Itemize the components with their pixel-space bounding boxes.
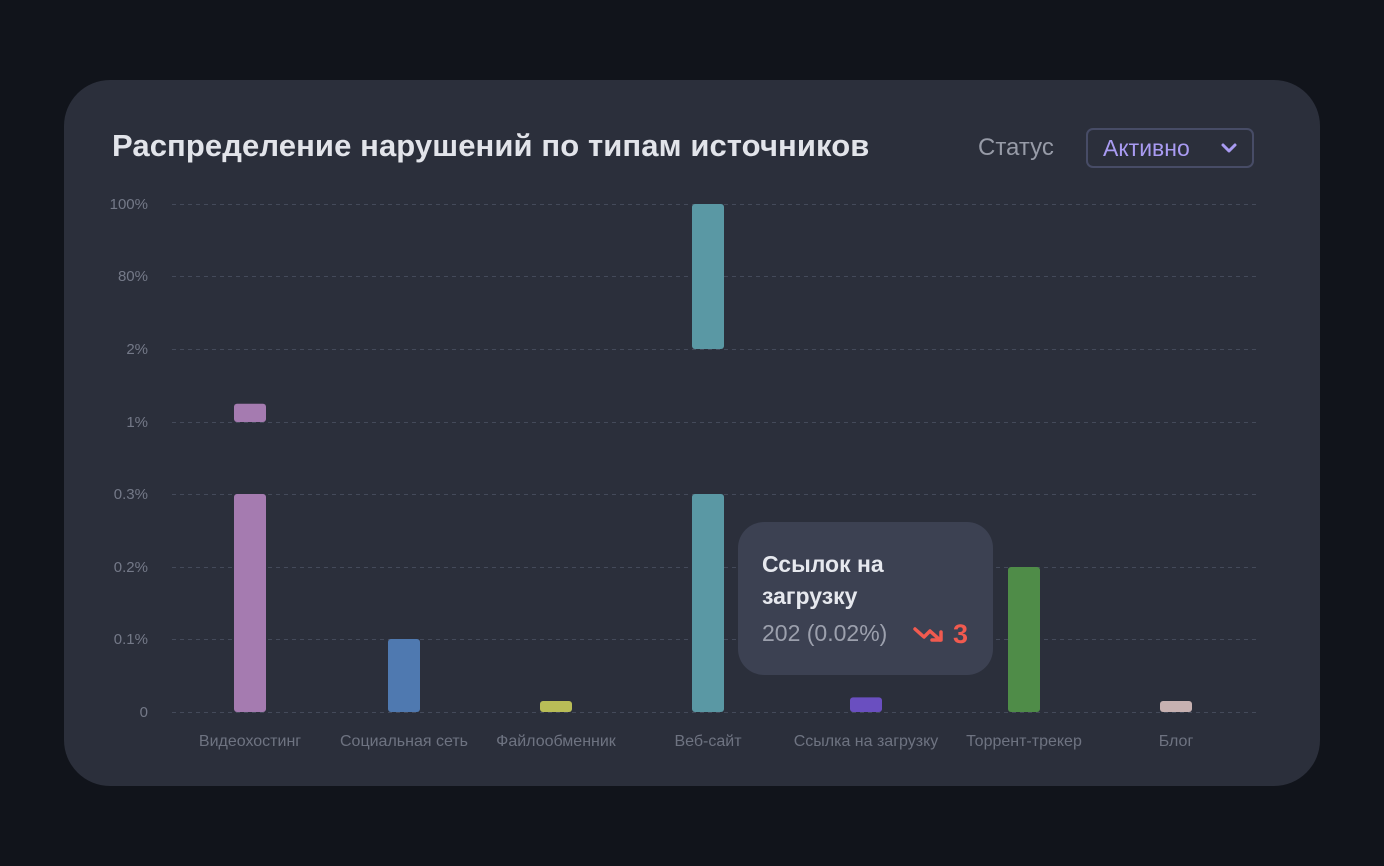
chevron-down-icon: [1221, 143, 1237, 153]
bar: [850, 697, 882, 712]
y-tick-label: 80%: [118, 268, 148, 285]
tooltip-value: 202 (0.02%): [762, 620, 888, 646]
chart-tooltip: Ссылок на загрузку 202 (0.02%) 3: [738, 522, 993, 675]
bar: [234, 494, 266, 712]
status-dropdown-value: Активно: [1103, 134, 1190, 161]
y-tick-label: 2%: [126, 341, 148, 358]
bar: [388, 639, 420, 712]
tooltip-title: Ссылок на загрузку: [762, 551, 884, 609]
x-category-label: Социальная сеть: [340, 733, 468, 750]
status-filter-label: Статус: [978, 134, 1054, 161]
bar: [540, 701, 572, 712]
tooltip-delta: 3: [953, 619, 969, 649]
x-category-label: Блог: [1159, 733, 1194, 750]
status-dropdown[interactable]: Активно: [1086, 128, 1254, 168]
bar: [1160, 701, 1192, 712]
x-category-label: Торрент-трекер: [966, 733, 1082, 750]
bar: [692, 494, 724, 712]
trend-down-icon: [913, 627, 943, 642]
y-tick-label: 0.2%: [114, 559, 148, 576]
y-tick-label: 1%: [126, 414, 148, 431]
y-tick-label: 100%: [110, 196, 148, 213]
bar: [234, 403, 266, 422]
chart-title: Распределение нарушений по типам источни…: [112, 128, 870, 163]
x-category-label: Видеохостинг: [199, 733, 301, 750]
y-tick-label: 0: [140, 704, 148, 721]
y-tick-label: 0.1%: [114, 631, 148, 648]
x-category-label: Веб-сайт: [674, 733, 742, 750]
bar: [1008, 567, 1040, 712]
x-category-label: Ссылка на загрузку: [794, 733, 939, 750]
tooltip-trend: 3: [913, 620, 968, 648]
y-tick-label: 0.3%: [114, 486, 148, 503]
bar: [692, 204, 724, 349]
x-category-label: Файлообменник: [496, 733, 617, 750]
